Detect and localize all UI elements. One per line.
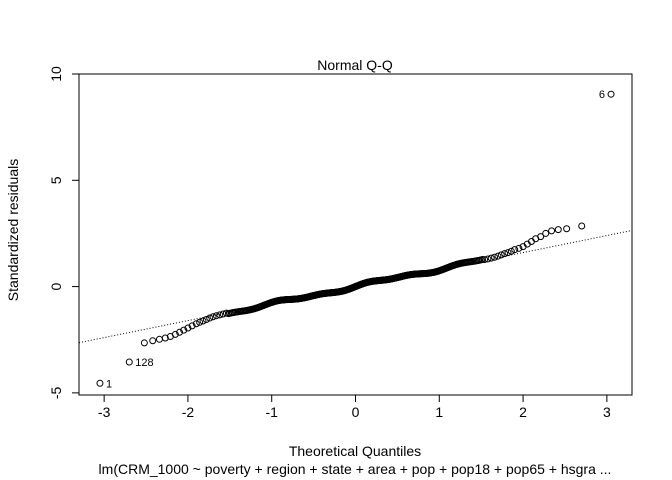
data-point (125, 358, 133, 366)
data-point (479, 256, 487, 264)
data-point (155, 335, 163, 343)
data-point (216, 311, 224, 319)
data-point (501, 250, 509, 258)
x-axis: -3 -2 -1 0 1 2 3 (98, 394, 611, 420)
point-label: 1 (106, 378, 112, 390)
data-point (184, 324, 192, 332)
chart-subtitle: lm(CRM_1000 ~ poverty + region + state +… (99, 461, 612, 477)
data-point (542, 229, 550, 237)
data-point (515, 244, 523, 252)
data-point (511, 246, 519, 254)
data-point (504, 249, 512, 257)
data-point (176, 328, 184, 336)
x-tick-label: 0 (352, 404, 360, 420)
data-point (140, 339, 148, 347)
data-point (212, 312, 220, 320)
y-tick-label: -5 (48, 386, 64, 399)
point-labels: 6 128 1 (106, 89, 605, 390)
y-axis-label: Standardized residuals (5, 159, 21, 301)
data-point (537, 233, 545, 241)
x-tick-label: 2 (519, 404, 527, 420)
y-tick-label: 5 (48, 176, 64, 184)
data-point (548, 227, 556, 235)
data-point (563, 225, 571, 233)
data-point (607, 90, 615, 98)
x-tick-label: -2 (182, 404, 195, 420)
data-point (497, 251, 505, 259)
data-point (578, 222, 586, 230)
y-axis: -5 0 5 10 (48, 66, 80, 399)
data-point (554, 226, 562, 234)
data-point (202, 316, 210, 324)
data-point (196, 318, 204, 326)
data-point (491, 253, 499, 261)
data-point (180, 326, 188, 334)
x-tick-label: -1 (265, 404, 278, 420)
y-tick-label: 0 (48, 282, 64, 290)
plot-frame (78, 73, 633, 396)
data-point (219, 310, 227, 318)
data-point (96, 379, 104, 387)
y-tick-label: 10 (48, 66, 64, 82)
data-point (484, 255, 492, 263)
data-point (171, 330, 179, 338)
data-point (188, 322, 196, 330)
data-point (494, 252, 502, 260)
chart-title: Normal Q-Q (317, 57, 393, 73)
data-point (192, 320, 200, 328)
data-point (481, 256, 489, 264)
data-point (199, 317, 207, 325)
point-label: 6 (599, 89, 605, 101)
x-tick-label: 3 (603, 404, 611, 420)
x-axis-label: Theoretical Quantiles (289, 443, 421, 459)
data-point (161, 334, 169, 342)
data-point (209, 313, 217, 321)
point-label: 128 (135, 357, 153, 369)
data-points (96, 90, 615, 387)
data-point (507, 247, 515, 255)
data-point (487, 254, 495, 262)
data-point (149, 337, 157, 345)
data-point (206, 314, 214, 322)
x-tick-label: 1 (435, 404, 443, 420)
x-tick-label: -3 (98, 404, 111, 420)
